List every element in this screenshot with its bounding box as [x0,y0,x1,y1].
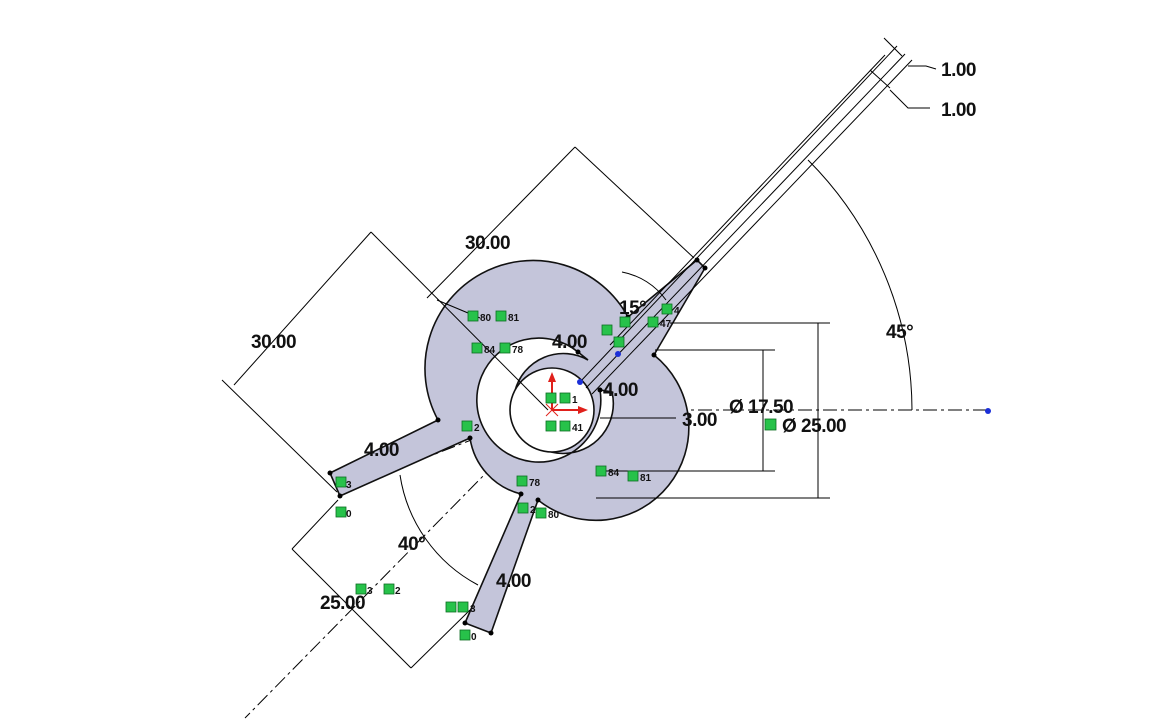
dim-width-4-lower[interactable]: 4.00 [496,571,531,592]
dim-line-30-upper [426,146,576,299]
svg-text:80: 80 [480,313,492,324]
relation-badge[interactable]: 2 [517,502,536,516]
sketch-point[interactable] [518,491,524,497]
slot-line-1[interactable] [579,45,898,383]
svg-text:2: 2 [474,423,480,434]
dim-extension [410,609,471,669]
svg-text:2: 2 [530,505,536,516]
sketch-point[interactable] [435,417,441,423]
sketch-point-selected[interactable] [577,379,583,385]
svg-text:81: 81 [508,313,520,324]
slot-line-2[interactable] [585,53,906,389]
dim-width-4-left[interactable]: 4.00 [364,440,399,461]
equal-relation-icon [764,418,777,431]
slot-line-3[interactable] [591,59,913,395]
sketch-point[interactable] [462,620,468,626]
svg-text:3: 3 [470,604,476,615]
relation-badge[interactable]: 0 [335,506,352,520]
sketch-point[interactable] [337,493,343,499]
svg-text:81: 81 [640,473,652,484]
dim-line-30-left [233,231,372,386]
sketch-point[interactable] [488,630,494,636]
angle-arc-45 [807,159,913,411]
dim-extension [574,146,695,259]
relation-badge[interactable]: 81 [495,310,520,324]
relation-badge[interactable]: 0 [459,629,477,643]
dim-leader [908,65,937,70]
svg-text:84: 84 [608,468,620,479]
sketch-point[interactable] [702,265,708,271]
origin-x-arrowhead [578,406,588,414]
relation-badge[interactable]: 84 [595,465,620,479]
dim-line-25-lower [291,548,412,669]
relation-badge[interactable]: 41 [559,420,584,434]
svg-text:47: 47 [660,319,672,330]
svg-text:4: 4 [674,306,680,317]
relation-badge[interactable]: 3 [335,476,352,491]
svg-text:78: 78 [529,478,541,489]
relation-badge[interactable]: 80 [467,310,492,324]
dim-length-25[interactable]: 25.00 [320,593,366,614]
dim-leader [869,69,891,89]
relation-badge[interactable]: 3 [445,601,476,615]
relation-badge[interactable]: 4 [661,303,680,317]
svg-text:2: 2 [395,586,401,597]
dim-extension [291,499,339,550]
sketch-point[interactable] [327,470,333,476]
relation-badge[interactable]: 81 [627,470,652,484]
sketch-point[interactable] [651,352,657,358]
svg-text:80: 80 [548,510,560,521]
dim-extension [370,231,549,411]
relation-badge[interactable]: 84 [471,342,496,356]
svg-text:41: 41 [572,423,584,434]
dim-length-30-left[interactable]: 30.00 [251,332,297,353]
slot-extension [609,54,886,346]
svg-text:3: 3 [346,480,352,491]
svg-text:3: 3 [367,586,373,597]
relation-badge[interactable]: 2 [383,583,401,597]
sketch-point[interactable] [575,349,581,355]
sketch-point[interactable] [535,497,541,503]
relation-badge[interactable]: 2 [461,420,480,434]
svg-text:78: 78 [512,345,524,356]
relation-badge[interactable] [545,392,557,432]
dim-angle-45[interactable]: 45° [886,322,914,343]
angle-arc-15 [621,271,667,301]
svg-text:0: 0 [471,632,477,643]
dim-diameter-25[interactable]: Ø 25.00 [782,416,847,437]
sketch-point[interactable] [694,257,700,263]
origin-y-arrowhead [548,372,556,382]
dim-angle-40[interactable]: 40° [398,534,426,555]
relation-badge[interactable] [601,316,631,348]
dim-extension [221,379,338,493]
relation-badge[interactable]: 78 [499,342,524,356]
dim-offset-3[interactable]: 3.00 [682,410,717,431]
svg-text:84: 84 [484,345,496,356]
svg-text:0: 0 [346,509,352,520]
relation-badge[interactable]: 80 [535,507,560,521]
sketch-point[interactable] [467,435,473,441]
relation-badge[interactable]: 78 [516,475,541,489]
dim-leader [883,37,903,57]
angle-arc-40 [399,474,479,586]
sketch-point[interactable] [597,387,603,393]
dim-thickness-top[interactable]: 1.00 [941,60,976,81]
dim-thickness-bottom[interactable]: 1.00 [941,100,976,121]
dim-leader [889,89,930,109]
sketch-point-selected[interactable] [615,351,621,357]
inner-ring-gap[interactable] [476,337,615,463]
svg-text:1: 1 [572,395,578,406]
origin-icon [545,403,559,417]
dim-width-4-right[interactable]: 4.00 [603,380,638,401]
relation-badge[interactable]: 1 [559,392,578,406]
dim-width-4-center[interactable]: 4.00 [552,332,587,353]
centerline-endpoint[interactable] [985,408,991,414]
dim-angle-15[interactable]: 15° [619,298,647,319]
dim-diameter-17-5[interactable]: Ø 17.50 [729,397,794,418]
diagonal-centerline [244,409,549,719]
dim-length-30-upper[interactable]: 30.00 [465,233,511,254]
relation-badge[interactable]: 3 [355,583,373,597]
relation-badge[interactable]: 47 [647,316,672,330]
